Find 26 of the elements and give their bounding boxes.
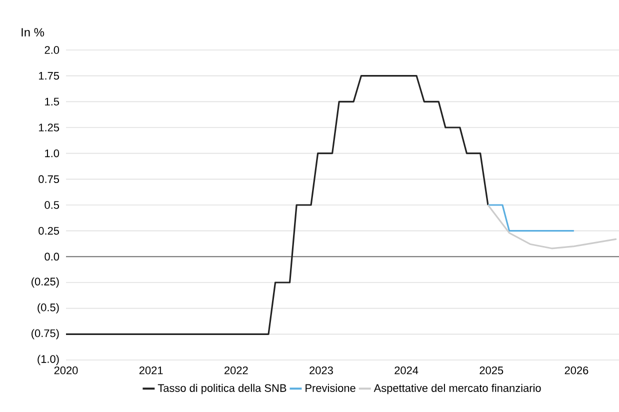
y-tick-label: 2.0	[44, 46, 60, 54]
y-tick-label: 1.25	[38, 124, 60, 132]
y-tick-label: 0.75	[38, 175, 60, 184]
line-series	[65, 75, 489, 335]
y-tick-label: 1.0	[45, 149, 60, 158]
y-tick-label: (1.0)	[38, 354, 59, 366]
x-tick-label: 2025	[480, 366, 504, 374]
line-series	[487, 204, 618, 250]
x-tick-label: 2022	[224, 366, 248, 374]
x-tick-label: 2026	[564, 366, 588, 374]
x-tick-label: 2024	[394, 366, 418, 374]
x-tick-label: 2021	[139, 366, 163, 374]
y-tick-label: (0.5)	[38, 303, 59, 314]
x-tick-label: 2020	[54, 366, 78, 374]
y-tick-label: 0.5	[44, 201, 60, 209]
y-tick-label: 0.25	[38, 226, 60, 235]
y-tick-label: 0.0	[44, 252, 60, 261]
y-tick-label: (0.25)	[32, 277, 59, 288]
legend-label: Tasso di politica della SNB	[158, 384, 286, 394]
legend-label: Aspettative del mercato finanziario	[374, 384, 541, 394]
x-tick-label: 2023	[310, 366, 333, 374]
legend-label: Previsione	[306, 384, 356, 392]
y-axis-title: In %	[22, 28, 44, 36]
y-tick-label: (0.75)	[32, 329, 59, 340]
y-tick-label: 1.5	[45, 98, 60, 106]
y-tick-label: 1.75	[38, 72, 60, 80]
